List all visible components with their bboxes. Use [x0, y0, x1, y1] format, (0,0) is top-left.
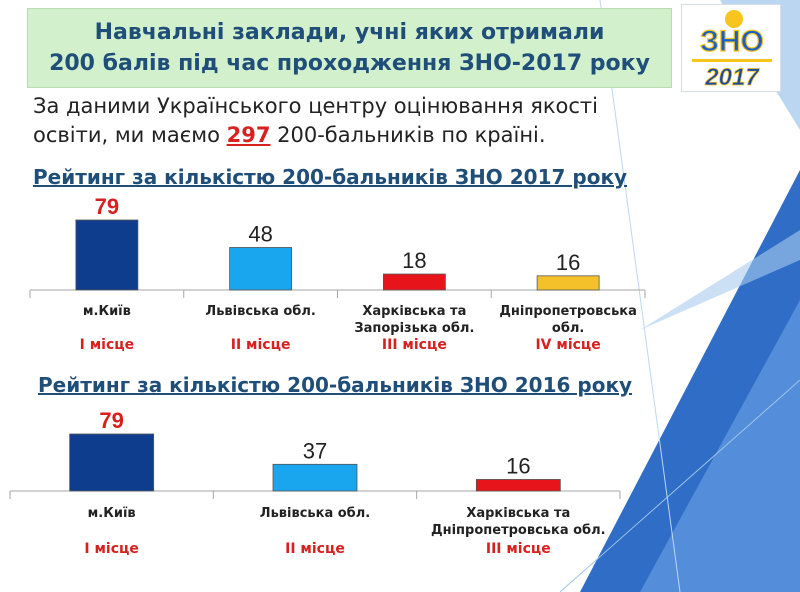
zno-logo-icon: ЗНО 2017 — [692, 10, 772, 91]
chart-0-category-label-3: Дніпропетровська обл. — [499, 304, 637, 336]
zno-logo: ЗНО 2017 — [681, 4, 781, 92]
chart-1-category-label-0: м.Київ — [87, 506, 136, 521]
intro-text: За даними Українського центру оцінювання… — [33, 92, 653, 150]
intro-text-before: За даними Українського центру оцінювання… — [33, 94, 598, 147]
chart-0-bar-3 — [536, 275, 600, 291]
slide-title-line-1: Навчальні заклади, учні яких отримали — [94, 20, 605, 45]
slide-title-line-2: 200 балів під час проходження ЗНО-2017 р… — [49, 51, 650, 76]
chart-0-value-label-0: 79 — [95, 194, 119, 219]
chart-1-place-label-2: III місце — [485, 541, 551, 557]
slide-title-box: Навчальні заклади, учні яких отримали 20… — [27, 8, 672, 88]
chart-0-place-label-2: III місце — [381, 337, 447, 353]
chart-0-bar-2 — [382, 273, 446, 291]
chart-0-value-label-1: 48 — [248, 221, 272, 246]
chart-1-value-label-2: 16 — [506, 453, 530, 478]
logo-year-text: 2017 — [704, 64, 760, 91]
chart-1-category-label-1: Львівська обл. — [259, 506, 371, 521]
chart-1-place-label-1: II місце — [285, 541, 345, 557]
chart-0-value-label-3: 16 — [556, 250, 580, 275]
chart-1-category-label-2: Харківська та Дніпропетровська обл. — [431, 506, 606, 538]
chart-0-value-label-2: 18 — [402, 248, 426, 273]
logo-brand-text: ЗНО — [700, 25, 764, 58]
chart-0-category-label-2: Харківська та Запорізька обл. — [354, 304, 475, 336]
chart-1-bar-2 — [475, 479, 561, 492]
chart-0-category-label-0: м.Київ — [82, 304, 131, 319]
chart-1-place-label-0: I місце — [84, 541, 139, 557]
chart-2017-title: Рейтинг за кількістю 200-бальників ЗНО 2… — [33, 165, 628, 189]
chart-1-bar-1 — [272, 463, 358, 492]
chart-0-place-label-3: IV місце — [535, 337, 601, 353]
intro-text-after: 200-бальників по країні. — [270, 123, 546, 147]
total-count: 297 — [226, 123, 271, 147]
chart-1-value-label-1: 37 — [303, 438, 327, 463]
chart-0-bar-1 — [229, 247, 293, 291]
chart-0-bar-0 — [75, 219, 139, 291]
chart-1-value-label-0: 79 — [99, 408, 123, 433]
chart-0-place-label-1: II місце — [230, 337, 291, 353]
chart-1-bar-0 — [69, 433, 155, 492]
chart-2016-title: Рейтинг за кількістю 200-бальників ЗНО 2… — [38, 373, 633, 397]
chart-0-place-label-0: I місце — [79, 337, 135, 353]
chart-0-category-label-1: Львівська обл. — [205, 304, 316, 319]
